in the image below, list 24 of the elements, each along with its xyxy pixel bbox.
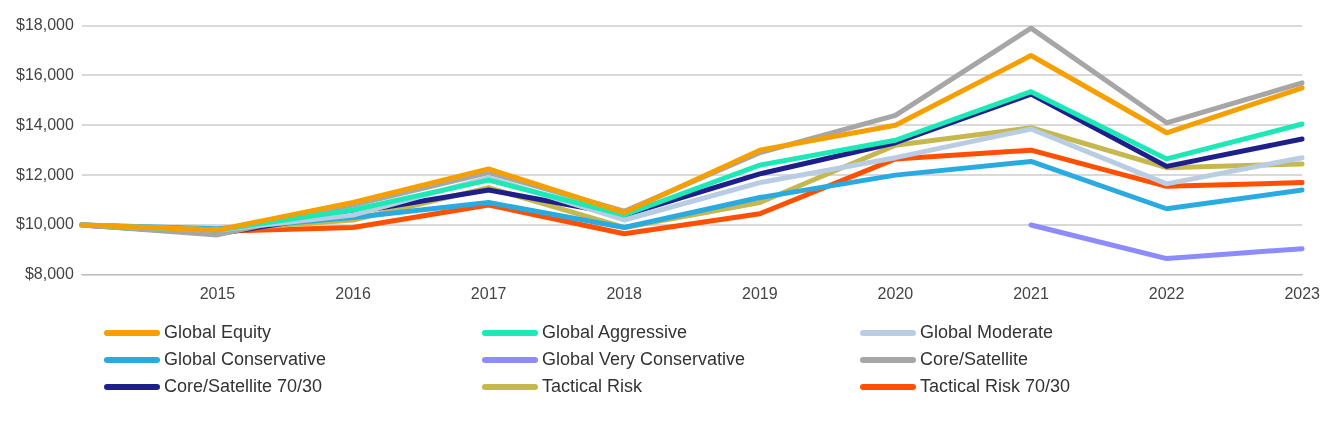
x-tick-label: 2015 bbox=[199, 284, 236, 302]
legend-label: Global Aggressive bbox=[542, 322, 688, 343]
legend-label: Tactical Risk 70/30 bbox=[920, 376, 1071, 397]
y-tick-label: $16,000 bbox=[15, 65, 74, 83]
y-tick-label: $14,000 bbox=[15, 115, 74, 133]
legend-label: Global Equity bbox=[164, 322, 272, 343]
x-tick-label: 2019 bbox=[742, 284, 778, 302]
legend-label: Core/Satellite bbox=[920, 349, 1029, 370]
x-tick-label: 2022 bbox=[1148, 284, 1185, 302]
legend-label: Global Very Conservative bbox=[542, 349, 746, 370]
x-tick-label: 2021 bbox=[1013, 284, 1049, 302]
y-tick-label: $8,000 bbox=[24, 265, 74, 283]
legend-label: Global Conservative bbox=[164, 349, 327, 370]
y-tick-label: $18,000 bbox=[15, 16, 74, 34]
x-tick-label: 2016 bbox=[335, 284, 371, 302]
y-tick-label: $12,000 bbox=[15, 165, 74, 183]
x-tick-label: 2020 bbox=[877, 284, 914, 302]
x-tick-label: 2023 bbox=[1284, 284, 1321, 302]
legend-label: Global Moderate bbox=[920, 322, 1054, 343]
legend-label: Tactical Risk bbox=[542, 376, 643, 397]
legend-label: Core/Satellite 70/30 bbox=[164, 376, 323, 397]
y-tick-label: $10,000 bbox=[15, 215, 74, 233]
x-tick-label: 2018 bbox=[606, 284, 643, 302]
x-tick-label: 2017 bbox=[470, 284, 507, 302]
